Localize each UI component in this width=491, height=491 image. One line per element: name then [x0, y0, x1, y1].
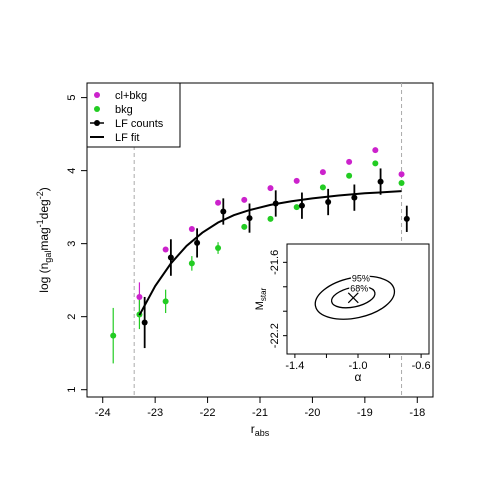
bkg-point [346, 172, 353, 179]
contour-95-line [314, 275, 396, 320]
y-axis-label-part: gal [43, 251, 53, 263]
lf-counts-point [351, 194, 358, 201]
inset-y-axis-label-sub: star [259, 287, 268, 301]
x-tick-label: -21 [252, 407, 268, 419]
inset-y-axis-label: Mstar [254, 287, 268, 310]
lf-counts-point [377, 178, 384, 185]
y-axis-label-part: -2 [35, 191, 45, 199]
x-axis-label-base: r [251, 422, 255, 436]
x-axis-label-sub: abs [255, 428, 270, 438]
y-tick-label: 3 [66, 241, 78, 247]
inset-x-tick-label: -1.4 [285, 360, 304, 372]
contour-label: 95% [352, 274, 370, 284]
x-tick-label: -20 [304, 407, 320, 419]
lf-fit-line [138, 190, 402, 316]
y-axis-label-part: -1 [35, 219, 45, 227]
y-axis-label: log (ngalmag-1deg-2) [35, 187, 53, 292]
x-axis-label: rabs [251, 422, 270, 438]
cl-bkg-point [267, 185, 274, 192]
best-fit-marker [347, 292, 359, 304]
bkg-point [372, 160, 379, 167]
legend-marker [94, 120, 100, 126]
cl-bkg-point [215, 199, 222, 206]
inset-frame [286, 243, 430, 355]
inset-contour-plot: -1.4 -1.0 -0.6 -21.6 -22.2 α Mstar 68%95% [254, 243, 431, 384]
y-axis-label-part: deg [37, 199, 51, 219]
bkg-point [188, 260, 195, 267]
y-tick-label: 2 [66, 314, 78, 320]
legend-label: bkg [115, 104, 133, 116]
bkg-point [215, 245, 222, 252]
lf-counts-point [298, 202, 305, 209]
inset-y-tick-label: -22.2 [269, 323, 281, 348]
x-tick-label: -22 [200, 407, 216, 419]
y-axis-label-part: mag [37, 227, 51, 250]
bkg-point [319, 184, 326, 191]
bkg-point [110, 332, 117, 339]
bkg-point [293, 204, 300, 211]
inset-x-tick-label: -0.6 [412, 360, 431, 372]
legend-label: cl+bkg [115, 90, 147, 102]
cl-bkg-point [372, 147, 379, 154]
cl-bkg-point [188, 226, 195, 233]
bkg-point [241, 223, 248, 230]
legend-marker [94, 106, 100, 112]
legend-label: LF fit [115, 132, 139, 144]
cl-bkg-point [162, 246, 169, 253]
y-tick-label: 5 [66, 95, 78, 101]
y-axis-label-part: log (n [37, 263, 51, 293]
inset-x-axis-label: α [355, 370, 362, 384]
inset-x-tick-label: -1.0 [349, 360, 368, 372]
y-axis-label-part: ) [37, 187, 51, 191]
legend-marker [94, 92, 100, 98]
x-tick-label: -19 [357, 407, 373, 419]
cl-bkg-point [398, 171, 405, 178]
inset-y-axis-label-base: M [254, 301, 266, 310]
bkg-point [162, 298, 169, 305]
legend: cl+bkg bkg LF counts LF fit [86, 82, 181, 148]
lf-counts-point [194, 239, 201, 246]
bkg-point [398, 180, 405, 187]
legend-label: LF counts [115, 118, 164, 130]
y-tick-label: 4 [66, 168, 78, 174]
lf-counts-point [246, 215, 253, 222]
bkg-point [267, 215, 274, 222]
legend-box [86, 82, 181, 148]
main-plot: -24 -23 -22 -21 -20 -19 -18 1 2 3 4 5 rabs log (ngalm… [35, 82, 434, 438]
cl-bkg-point [346, 158, 353, 165]
inset-y-tick-label: -21.6 [269, 250, 281, 275]
x-tick-label: -23 [147, 407, 163, 419]
cl-bkg-point [319, 169, 326, 176]
lf-counts-point [141, 319, 148, 326]
lf-counts-point [403, 215, 410, 222]
contour-label: 68% [350, 283, 368, 293]
y-tick-label: 1 [66, 387, 78, 393]
x-tick-label: -18 [409, 407, 425, 419]
cl-bkg-point [136, 293, 143, 300]
lf-counts-point [325, 199, 332, 206]
cl-bkg-point [293, 177, 300, 184]
x-tick-label: -24 [95, 407, 111, 419]
best-fit-cross-b [347, 292, 359, 304]
cl-bkg-point [241, 196, 248, 203]
contour-68-line [330, 285, 376, 309]
lf-counts-point [167, 254, 174, 261]
lf-counts-point [220, 208, 227, 215]
